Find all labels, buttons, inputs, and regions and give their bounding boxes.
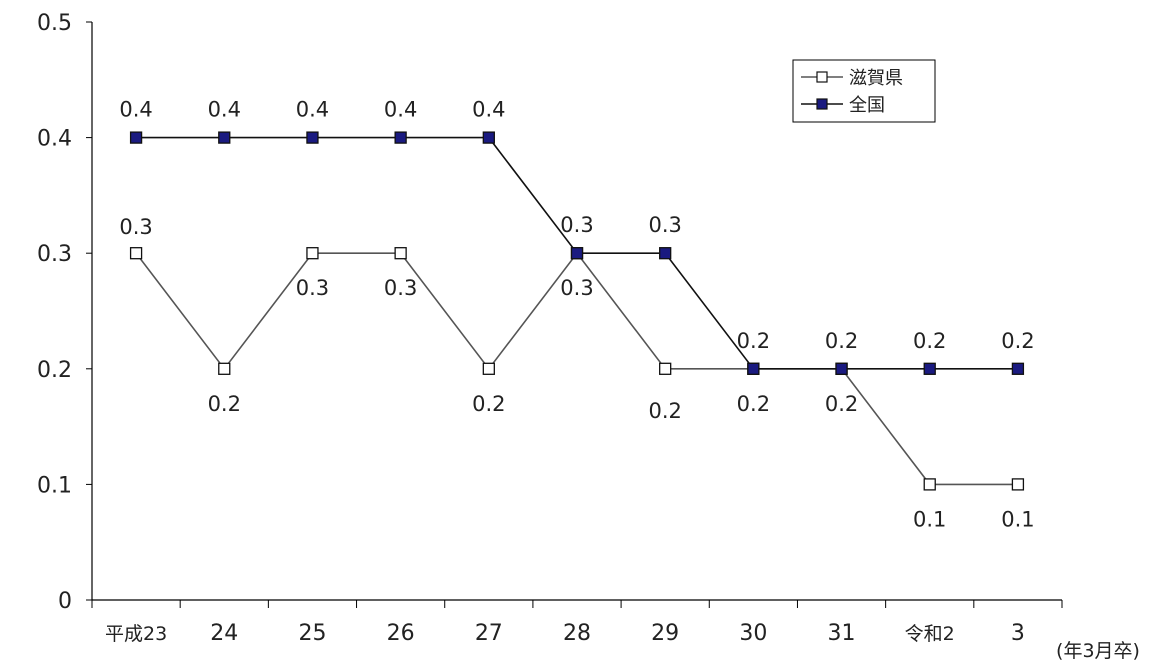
data-point-national: [394, 131, 407, 144]
data-label-shiga: 0.1: [1001, 507, 1034, 531]
data-point-national: [1011, 362, 1025, 375]
legend-label: 滋賀県: [849, 68, 903, 89]
data-point-national: [306, 131, 319, 144]
data-point-national: [747, 362, 760, 375]
data-point-shiga: [923, 478, 936, 491]
data-point-national: [835, 362, 848, 375]
legend-box: [792, 59, 936, 123]
data-label-national: 0.2: [737, 329, 770, 353]
data-point-shiga: [394, 247, 407, 260]
x-tick-label: 29: [651, 621, 679, 646]
data-label-shiga: 0.3: [560, 276, 593, 300]
data-point-national: [570, 247, 584, 260]
x-unit-label: (年3月卒): [1056, 640, 1140, 662]
data-label-national: 0.4: [119, 98, 152, 122]
data-label-shiga: 0.2: [648, 399, 681, 423]
x-tick-label: 令和2: [905, 623, 955, 645]
data-point-shiga: [218, 362, 231, 375]
data-label-shiga: 0.2: [825, 392, 858, 416]
x-tick-label: 平成23: [105, 623, 167, 645]
data-label-national: 0.4: [472, 98, 505, 122]
y-tick-label: 0.4: [37, 127, 72, 152]
legend-marker-shiga: [816, 71, 828, 83]
data-label-national: 0.2: [825, 329, 858, 353]
data-label-national: 0.3: [560, 213, 593, 237]
data-label-shiga: 0.3: [296, 276, 329, 300]
y-tick-label: 0.1: [37, 473, 72, 498]
data-label-national: 0.4: [384, 98, 417, 122]
legend-label: 全国: [849, 95, 885, 116]
data-label-national: 0.2: [1001, 329, 1034, 353]
y-tick-label: 0: [58, 589, 72, 614]
data-label-national: 0.3: [648, 213, 681, 237]
data-label-national: 0.4: [296, 98, 329, 122]
y-tick-label: 0.2: [37, 358, 72, 383]
x-tick-label: 28: [563, 621, 591, 646]
data-label-shiga: 0.1: [913, 507, 946, 531]
data-label-shiga: 0.3: [384, 276, 417, 300]
data-label-shiga: 0.2: [472, 392, 505, 416]
data-label-national: 0.4: [208, 98, 241, 122]
data-point-national: [482, 131, 495, 144]
data-label-shiga: 0.2: [208, 392, 241, 416]
x-tick-label: 3: [1011, 621, 1025, 646]
y-tick-label: 0.3: [37, 242, 72, 267]
data-point-national: [923, 362, 936, 375]
data-label-national: 0.2: [913, 329, 946, 353]
data-point-shiga: [1011, 478, 1025, 491]
data-point-shiga: [129, 247, 143, 260]
x-tick-label: 25: [298, 621, 326, 646]
y-tick-label: 0.5: [37, 11, 72, 36]
data-point-shiga: [306, 247, 319, 260]
x-tick-label: 26: [387, 621, 415, 646]
data-point-shiga: [482, 362, 495, 375]
data-label-shiga: 0.2: [737, 392, 770, 416]
legend-marker-national: [816, 98, 828, 110]
data-point-national: [659, 247, 672, 260]
data-point-shiga: [659, 362, 672, 375]
x-tick-label: 24: [210, 621, 238, 646]
x-tick-label: 27: [475, 621, 503, 646]
data-label-shiga: 0.3: [119, 215, 152, 239]
x-tick-label: 30: [739, 621, 767, 646]
data-point-national: [129, 131, 143, 144]
x-tick-label: 31: [828, 621, 856, 646]
data-point-national: [218, 131, 231, 144]
